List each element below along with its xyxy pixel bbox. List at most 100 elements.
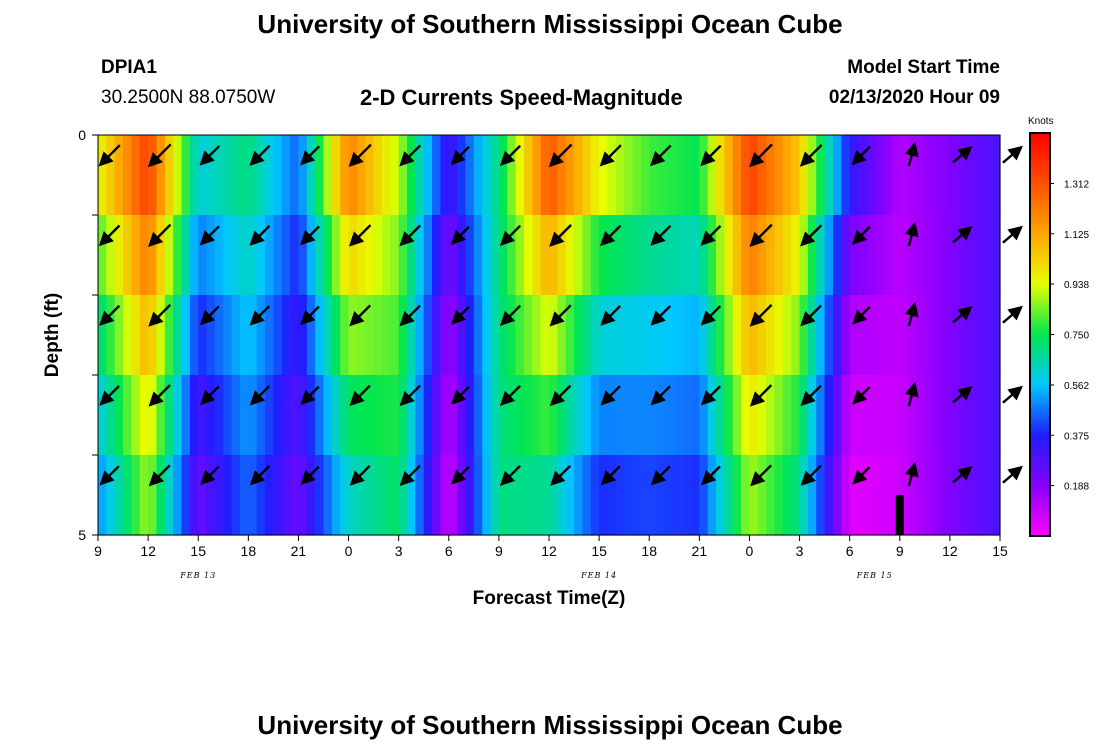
heatmap-cell (398, 215, 408, 296)
heatmap-cell (732, 135, 742, 216)
heatmap-cell (624, 295, 634, 376)
colorbar-swatch (1030, 149, 1050, 154)
heatmap-cell (340, 455, 350, 536)
heatmap-cell (557, 375, 567, 456)
current-vector (399, 384, 421, 407)
current-vector (399, 144, 422, 167)
heatmap-cell (832, 375, 842, 456)
heatmap-cell (741, 375, 751, 456)
heatmap-cell (290, 455, 300, 536)
colorbar-swatch (1030, 394, 1050, 399)
heatmap-cell (256, 215, 266, 296)
colorbar-tick-label: 0.562 (1064, 381, 1089, 392)
heatmap-cell (381, 295, 391, 376)
colorbar-swatch (1030, 186, 1050, 191)
colorbar-swatch (1030, 146, 1050, 151)
heatmap-cell (924, 455, 934, 536)
heatmap-cell (899, 375, 909, 456)
heatmap-cell (256, 135, 266, 216)
heatmap-cell (306, 215, 316, 296)
heatmap-cell (674, 455, 684, 536)
heatmap-cell (114, 455, 124, 536)
heatmap-cell (674, 135, 684, 216)
heatmap-cell (883, 295, 893, 376)
current-vector (700, 305, 722, 326)
heatmap-cell (649, 375, 659, 456)
heatmap-cell (549, 215, 558, 296)
heatmap-cell (741, 135, 751, 216)
colorbar-swatch (1030, 492, 1050, 497)
heatmap-cell (340, 375, 350, 456)
heatmap-cell (832, 455, 842, 536)
heatmap-cell (139, 375, 149, 456)
heatmap-cell (640, 375, 650, 456)
heatmap-cell (315, 455, 325, 536)
current-vector (499, 144, 522, 166)
heatmap-cell (557, 215, 567, 296)
heatmap-cell (189, 455, 199, 536)
heatmap-cell (933, 455, 943, 536)
heatmap-cell (407, 295, 416, 376)
heatmap-cell (407, 135, 416, 216)
heatmap-cell (114, 375, 124, 456)
heatmap-cell (590, 295, 600, 376)
heatmap-cell (716, 135, 725, 216)
heatmap-cell (607, 135, 617, 216)
heatmap-cell (148, 455, 158, 536)
heatmap-cell (390, 215, 400, 296)
colorbar-swatch (1030, 180, 1050, 184)
x-tick-label: 6 (846, 543, 854, 559)
heatmap-cell (624, 215, 634, 296)
heatmap-cell (181, 135, 191, 216)
heatmap-cell (716, 215, 725, 296)
heatmap-cell (298, 215, 308, 296)
heatmap-cell (866, 215, 876, 296)
heatmap-cell (949, 215, 959, 296)
current-vector (450, 145, 471, 166)
colorbar-swatch (1030, 347, 1050, 352)
colorbar-swatch (1030, 445, 1050, 450)
heatmap-cell (239, 375, 249, 456)
heatmap-cell (423, 295, 433, 376)
colorbar-swatch (1030, 458, 1050, 463)
heatmap-cell (916, 375, 926, 456)
current-vector (549, 224, 572, 247)
colorbar-swatch (1030, 502, 1050, 507)
heatmap-cell (640, 295, 650, 376)
colorbar-swatch (1030, 310, 1050, 315)
current-vector (349, 304, 372, 327)
heatmap-cell (908, 455, 918, 536)
heatmap-cell (766, 375, 776, 456)
colorbar-swatch (1030, 300, 1050, 305)
heatmap-cell (582, 135, 592, 216)
colorbar-swatch (1030, 190, 1050, 194)
colorbar-swatch (1030, 274, 1050, 278)
heatmap-cell (574, 295, 584, 376)
x-tick-label: 6 (445, 543, 453, 559)
heatmap-cell (390, 135, 400, 216)
current-vector (499, 384, 522, 406)
current-vector (650, 385, 671, 406)
heatmap-cell (607, 215, 617, 296)
current-vector (749, 304, 773, 327)
station-coordinates: 30.2500N 88.0750W (101, 87, 276, 108)
current-vector (1002, 465, 1023, 484)
y-tick-label: 5 (78, 527, 86, 543)
heatmap-cell (440, 375, 450, 456)
current-vector (750, 464, 772, 487)
heatmap-cell (974, 375, 984, 456)
heatmap-cell (916, 295, 926, 376)
current-vector (700, 144, 722, 167)
heatmap-cell (649, 135, 659, 216)
heatmap-cell (649, 215, 659, 296)
heatmap-cell (465, 135, 475, 216)
current-vector (249, 465, 270, 486)
heatmap-cell (407, 215, 416, 296)
current-vector (549, 304, 572, 327)
colorbar-tick-label: 0.188 (1064, 481, 1089, 492)
heatmap-cell (732, 455, 742, 536)
heatmap-cell (582, 455, 592, 536)
heatmap-cell (415, 215, 425, 296)
heatmap-cell (189, 295, 199, 376)
heatmap-cell (248, 295, 258, 376)
